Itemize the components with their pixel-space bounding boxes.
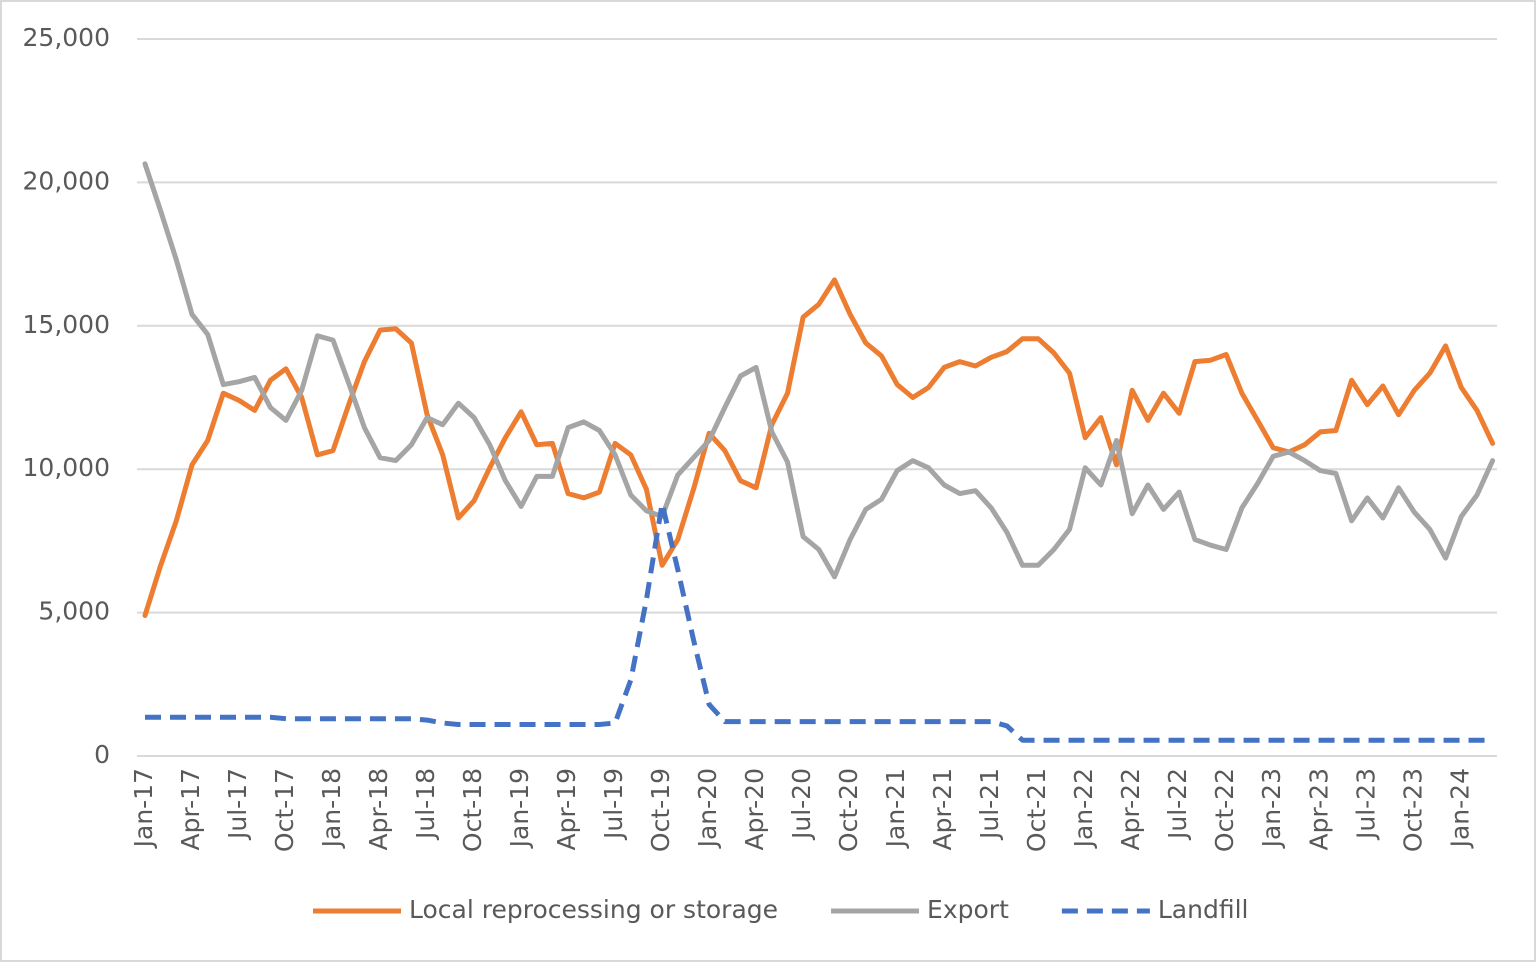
x-tick-label: Jan-21 [881,768,910,849]
x-tick-label: Jan-19 [505,768,534,849]
x-tick-label: Jan-22 [1069,768,1098,849]
x-tick-label: Jan-20 [693,768,722,849]
y-tick-label: 20,000 [23,166,110,195]
y-tick-label: 5,000 [38,597,110,626]
x-tick-label: Apr-20 [740,768,769,850]
series-line [142,277,1496,618]
x-tick-label: Apr-22 [1116,768,1145,850]
x-tick-label: Oct-18 [458,768,487,852]
x-tick-label: Jan-17 [129,768,158,849]
x-tick-label: Oct-17 [270,768,299,852]
x-tick-label: Oct-19 [646,768,675,852]
x-tick-label: Apr-23 [1304,768,1333,850]
x-tick-label: Jul-20 [787,768,816,841]
y-tick-label: 15,000 [23,310,110,339]
x-tick-label: Apr-21 [928,768,957,850]
x-tick-label: Oct-22 [1210,768,1239,852]
x-tick-label: Oct-23 [1398,768,1427,852]
x-tick-label: Oct-21 [1022,768,1051,852]
series-line [142,161,1496,580]
x-tick-label: Oct-20 [834,768,863,852]
x-tick-label: Jul-18 [411,768,440,841]
x-tick-label: Jul-19 [599,768,628,841]
x-tick-label: Jan-23 [1257,768,1286,849]
legend-label: Local reprocessing or storage [409,895,778,924]
x-tick-label: Jan-18 [317,768,346,849]
x-tick-label: Apr-19 [552,768,581,850]
x-tick-label: Apr-17 [176,768,205,850]
y-tick-label: 10,000 [23,453,110,482]
x-tick-label: Jul-23 [1351,768,1380,841]
x-tick-label: Jul-21 [975,768,1004,841]
x-tick-label: Jul-22 [1163,768,1192,841]
y-tick-label: 0 [94,740,110,769]
legend-label: Landfill [1158,895,1249,924]
x-tick-label: Jul-17 [223,768,252,841]
legend-label: Export [927,895,1009,924]
x-tick-label: Jan-24 [1445,768,1474,849]
y-tick-label: 25,000 [23,23,110,52]
x-tick-label: Apr-18 [364,768,393,850]
